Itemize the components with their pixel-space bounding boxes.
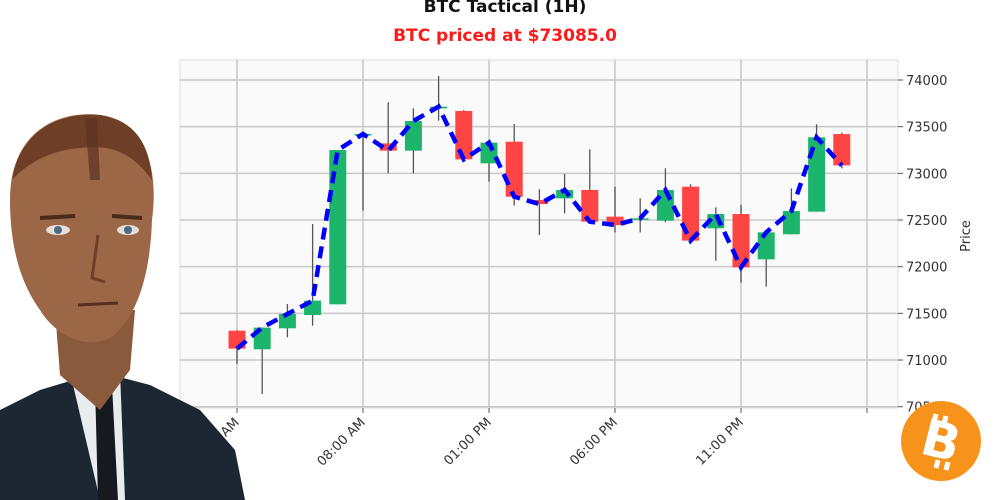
x-tick-label: 06:00 PM (567, 415, 620, 468)
chart-subtitle-price: BTC priced at $73085.0 (393, 26, 617, 46)
candle-up (278, 314, 296, 329)
candle-up (757, 232, 775, 260)
x-tick-label: 01:00 PM (441, 415, 494, 468)
chart-title: BTC Tactical (1H) (423, 0, 587, 17)
close-price-line (235, 103, 844, 351)
candle-down (606, 216, 624, 226)
candle-down (530, 200, 548, 205)
candle-down (581, 189, 599, 222)
candle-up (329, 150, 347, 305)
y-axis-label: Price (959, 220, 974, 252)
x-tick-label: 11:00 PM (693, 415, 746, 468)
y-tick-label: 72500 (906, 214, 947, 229)
x-tick-label: 08:00 AM (315, 415, 369, 469)
candle-up (782, 211, 800, 235)
y-tick-label: 73000 (906, 167, 947, 182)
y-tick-label: 74000 (906, 74, 947, 89)
y-tick-label: 71000 (906, 354, 947, 369)
candle-down (833, 134, 851, 166)
candle-down (379, 143, 397, 151)
y-tick-label: 72000 (906, 261, 947, 276)
candle-down (455, 110, 473, 160)
man-portrait-illustration (0, 114, 245, 500)
candle-up (556, 189, 574, 199)
candle-down (505, 141, 523, 197)
y-tick-label: 73500 (906, 121, 947, 136)
bitcoin-logo-icon: B (901, 401, 981, 481)
y-tick-label: 71500 (906, 307, 947, 322)
